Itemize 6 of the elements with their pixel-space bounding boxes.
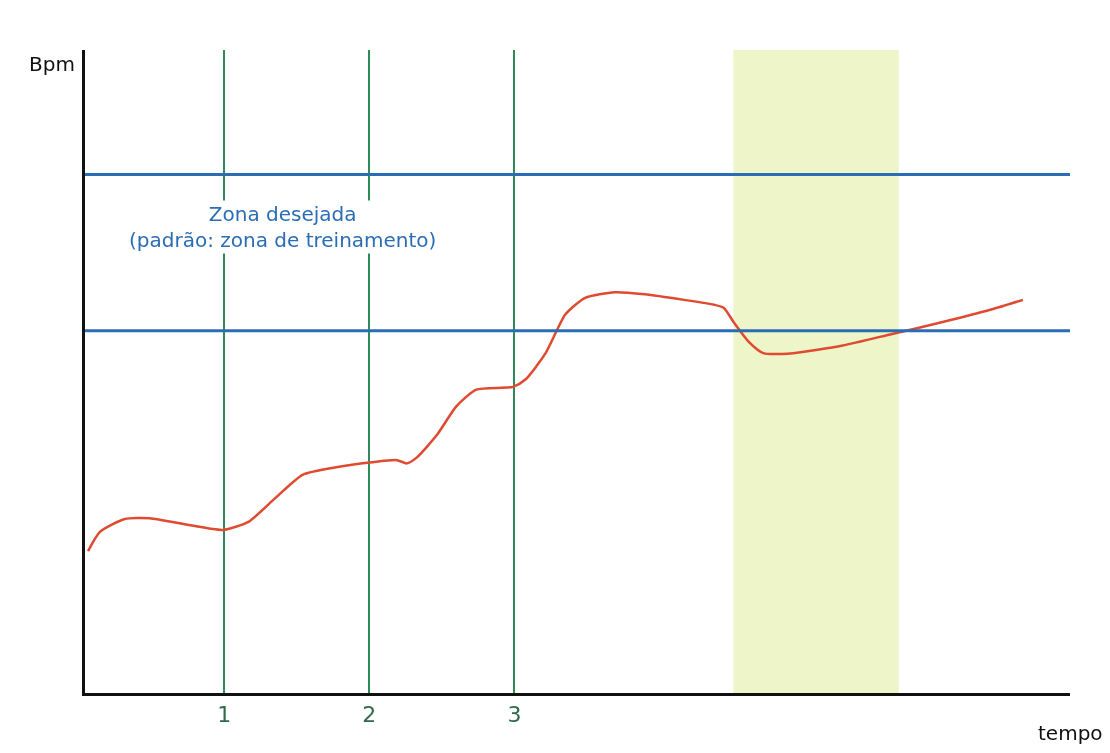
x-tick-label: 2: [362, 702, 377, 728]
text: Bpm: [29, 52, 75, 76]
x-tick-label: 1: [217, 702, 232, 728]
x-axis-title: tempo: [1038, 721, 1103, 745]
x-tick-label: 3: [507, 702, 522, 728]
text: Zona desejada (padrão: zona de treinamento): [129, 202, 437, 252]
